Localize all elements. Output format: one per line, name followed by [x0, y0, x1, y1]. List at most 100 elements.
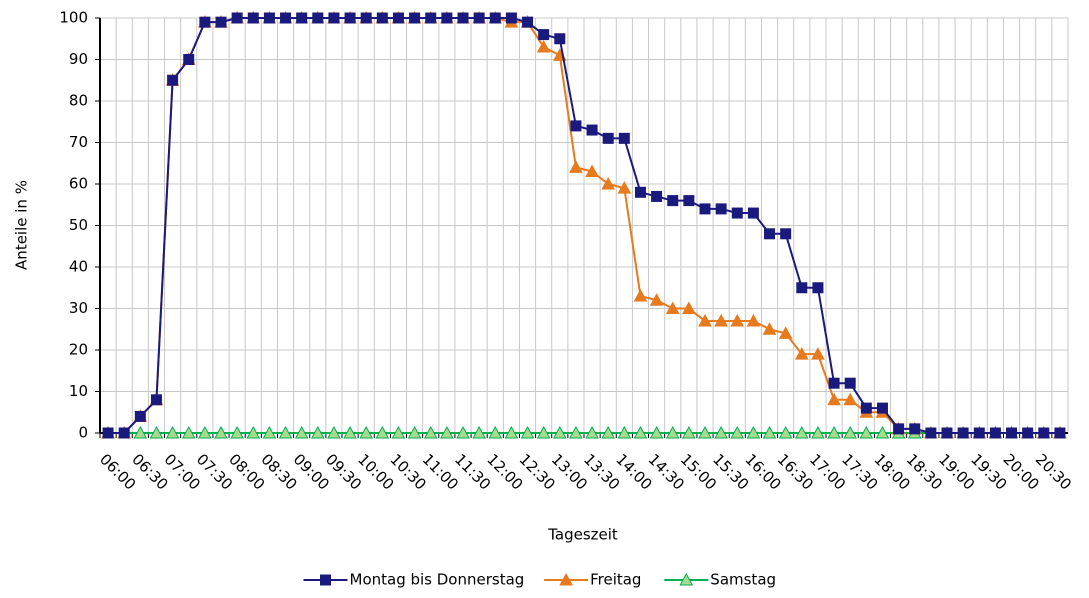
marker — [859, 425, 874, 439]
marker — [538, 29, 550, 41]
marker — [310, 425, 325, 439]
x-tick-label: 17:00 — [806, 450, 849, 493]
marker — [909, 423, 921, 435]
marker — [730, 425, 745, 439]
marker — [488, 425, 503, 439]
y-tick-label: 90 — [69, 50, 88, 68]
marker — [359, 425, 374, 439]
marker — [698, 313, 712, 327]
marker — [327, 425, 341, 439]
x-tick-label: 14:00 — [612, 450, 655, 493]
marker — [602, 132, 614, 144]
marker — [586, 124, 598, 136]
marker — [618, 132, 630, 144]
marker — [1006, 427, 1018, 439]
marker — [714, 425, 728, 439]
marker — [875, 425, 890, 439]
marker — [230, 425, 244, 439]
marker — [731, 207, 743, 219]
x-tick-label: 19:00 — [935, 450, 978, 493]
marker — [746, 313, 761, 327]
marker — [601, 425, 616, 439]
x-tick-label: 19:30 — [967, 450, 1010, 493]
marker — [199, 16, 211, 28]
marker — [665, 425, 680, 439]
marker — [601, 176, 616, 190]
legend-label: Freitag — [590, 571, 641, 589]
x-tick-label: 13:00 — [548, 450, 591, 493]
legend-marker — [679, 572, 694, 586]
marker — [683, 195, 695, 207]
marker — [360, 12, 372, 24]
marker — [811, 347, 825, 360]
marker — [649, 425, 664, 439]
marker — [570, 120, 582, 132]
marker — [682, 301, 696, 314]
x-tick-label: 20:00 — [1000, 450, 1043, 493]
marker — [633, 425, 648, 439]
marker — [651, 190, 663, 202]
marker — [167, 74, 179, 86]
marker — [794, 347, 809, 360]
marker — [569, 160, 583, 173]
marker — [730, 313, 745, 327]
x-tick-label: 12:00 — [483, 450, 526, 493]
marker — [343, 425, 357, 439]
x-tick-label: 15:30 — [709, 450, 752, 493]
x-tick-label: 13:30 — [580, 450, 623, 493]
marker — [764, 228, 776, 240]
marker — [391, 425, 406, 439]
marker — [505, 12, 517, 24]
y-tick-label: 100 — [59, 9, 88, 27]
marker — [552, 425, 567, 439]
marker — [827, 425, 841, 439]
y-axis-title: Anteile in % — [13, 180, 31, 270]
x-tick-label: 06:00 — [96, 450, 139, 493]
marker — [214, 425, 228, 439]
marker — [843, 392, 858, 406]
marker — [441, 12, 453, 24]
x-tick-label: 11:00 — [419, 450, 462, 493]
marker — [522, 16, 534, 28]
marker — [247, 12, 259, 24]
marker — [585, 425, 599, 439]
x-axis-title: Tageszeit — [547, 526, 618, 544]
marker — [181, 425, 196, 439]
y-tick-label: 80 — [69, 92, 88, 110]
marker — [780, 228, 792, 240]
marker — [375, 425, 390, 439]
marker — [536, 40, 551, 53]
x-tick-label: 14:30 — [645, 450, 688, 493]
x-tick-label: 08:00 — [225, 450, 268, 493]
marker — [698, 425, 712, 439]
marker — [649, 293, 664, 306]
x-tick-label: 15:00 — [677, 450, 720, 493]
marker — [876, 402, 888, 414]
marker — [102, 427, 114, 439]
marker — [328, 12, 340, 24]
marker — [714, 313, 728, 327]
marker — [762, 322, 777, 335]
marker — [392, 12, 404, 24]
marker — [489, 12, 501, 24]
marker — [472, 425, 486, 439]
marker — [536, 425, 551, 439]
marker — [844, 377, 856, 389]
marker — [425, 12, 437, 24]
y-tick-label: 10 — [69, 382, 88, 400]
x-tick-label: 20:30 — [1032, 450, 1075, 493]
marker — [617, 425, 632, 439]
x-tick-label: 10:30 — [386, 450, 429, 493]
legend-marker — [559, 572, 573, 586]
marker — [699, 203, 711, 215]
marker — [262, 425, 277, 439]
marker — [183, 54, 195, 65]
marker — [828, 377, 840, 389]
marker — [149, 425, 164, 439]
x-tick-label: 17:30 — [838, 450, 881, 493]
marker — [957, 427, 969, 439]
x-tick-label: 07:30 — [193, 450, 236, 493]
marker — [134, 410, 146, 422]
marker — [165, 425, 180, 439]
